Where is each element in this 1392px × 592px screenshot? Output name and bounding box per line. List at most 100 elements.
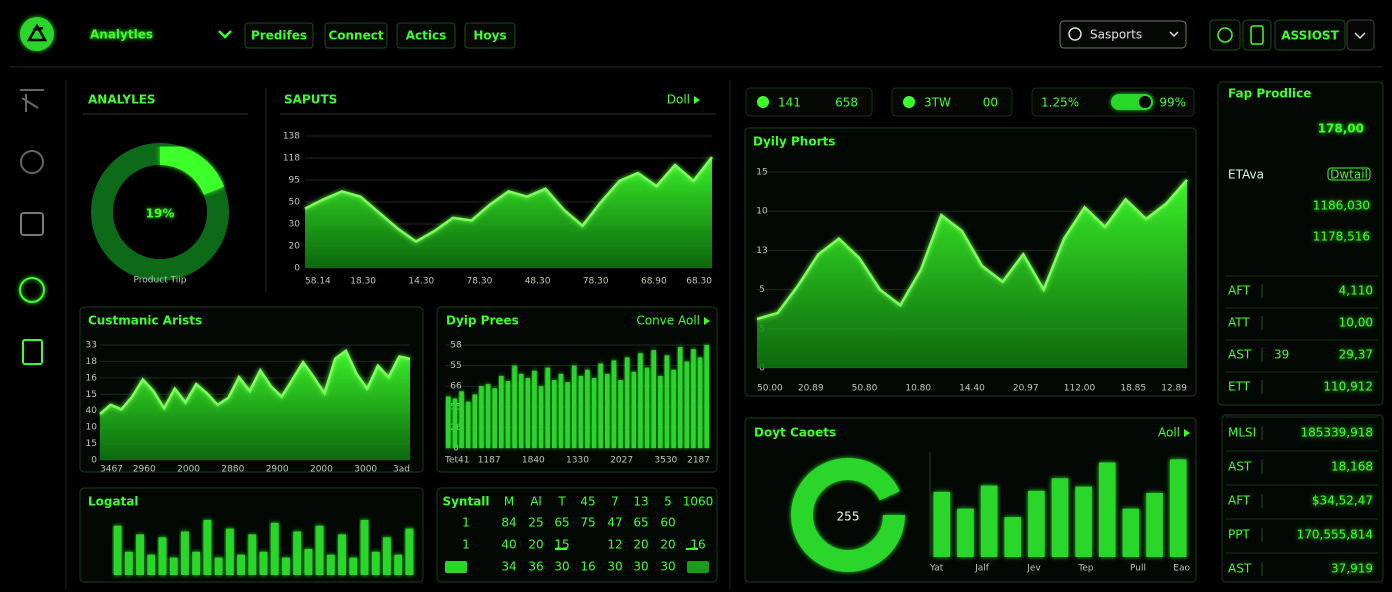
bar [657,375,663,448]
app-title: Analytles [90,28,153,42]
table-pill [445,561,467,573]
tab-label: Connect [328,29,383,43]
bar [293,531,302,575]
tab[interactable] [464,22,516,49]
bar [147,554,156,575]
table-cell: 16 [690,538,705,552]
x-tick-label: 78.30 [467,277,493,287]
y-tick-label: 138 [283,132,300,142]
tab[interactable] [396,22,456,49]
nav-icon-active[interactable] [19,277,45,303]
bar [618,380,623,448]
table-pill [687,561,709,573]
y-tick-label: 20 [289,242,301,252]
chart-title: Custmanic Arists [88,314,202,328]
stat-value: 3TW [924,96,951,110]
chart-link[interactable]: Aoll [1158,426,1180,440]
area [757,179,1187,368]
x-tick-label: 3000 [354,465,377,475]
table-header: Al [530,495,542,509]
chart-title: Dyip Prees [446,314,519,328]
y-tick-label: 15 [86,439,97,449]
icon-button[interactable] [1242,19,1272,51]
search-box[interactable] [1059,20,1187,49]
bar [1075,486,1092,557]
link-arrow [704,317,710,325]
x-tick-label: 3ad [393,465,410,475]
detail-button[interactable] [1327,167,1371,181]
x-tick-label: 14.40 [959,384,985,394]
bar [203,519,212,575]
table-header: 5 [664,495,672,509]
row-extra: 39 [1274,348,1289,362]
tab[interactable] [324,22,388,49]
toggle-knob [1139,96,1151,108]
logo[interactable] [20,17,54,51]
y-tick-label: 10 [86,423,98,433]
link-arrow [694,96,700,104]
table-cell: 12 [607,538,622,552]
y-tick-label: 18 [86,357,98,367]
x-tick-label: 18.30 [350,277,376,287]
bar [525,377,531,448]
table-cell: 75 [580,516,595,530]
bar [578,375,584,448]
donut-label: 19% [146,207,175,221]
tab-label: Actics [406,29,447,43]
bar [124,551,133,575]
value: 1186,030 [1313,199,1370,213]
row-value: 37,919 [1331,562,1373,576]
value: 1178,516 [1313,230,1370,244]
stat-value: 99% [1159,96,1186,110]
bar [136,534,144,575]
chart-link[interactable]: Doll [667,93,690,107]
action-text: ASSIOST [1281,29,1339,43]
x-tick-label: 20.89 [798,384,824,394]
bar [624,357,630,448]
nav-icon[interactable] [20,150,44,174]
y-tick-label: 55 [450,361,461,371]
area-line [99,348,411,415]
action-button[interactable] [1274,19,1346,51]
bar [1051,478,1069,557]
action-menu[interactable] [1346,19,1375,51]
table-cell: 25 [528,516,543,530]
x-tick-label: 2880 [221,465,244,475]
table-cell: 16 [580,560,595,574]
icon-button[interactable] [1209,19,1241,51]
x-tick-label: 1840 [522,456,545,466]
y-tick-label: 0 [294,264,300,274]
bar [485,384,491,448]
table-cell: 20 [528,538,543,552]
x-tick-label: Tep [1077,564,1094,574]
nav-icon[interactable] [20,212,44,236]
x-tick-label: 2900 [266,465,289,475]
x-tick-label: 2027 [610,456,633,466]
nav-icon[interactable] [20,89,44,112]
x-tick-label: 12.89 [1161,384,1187,394]
row-label: AFT [1228,494,1251,508]
title-chevron[interactable] [218,30,232,39]
x-tick-label: 2000 [310,465,333,475]
tab[interactable] [244,22,314,49]
bar [585,369,590,448]
row-value: 170,555,814 [1297,528,1373,542]
bar [1099,462,1116,557]
chart-link[interactable]: Conve Aoll [636,314,700,328]
y-tick-label: 5 [759,285,765,295]
x-tick-label: Eao [1173,564,1190,574]
table-header: Syntall [442,495,489,509]
chart-title: Dyily Phorts [753,135,835,149]
menu-chevron [1354,32,1366,40]
area [305,157,712,268]
x-tick-label: 3530 [654,456,677,466]
link-arrow [1184,429,1190,437]
row-value: 185339,918 [1300,426,1373,440]
table-cell: 60 [660,516,675,530]
x-tick-label: 3467 [100,465,123,475]
logo-glyph [26,23,48,42]
bar [445,396,451,448]
nav-icon[interactable] [22,339,43,365]
x-tick-label: Yat [929,564,944,574]
area-line [756,178,1188,321]
